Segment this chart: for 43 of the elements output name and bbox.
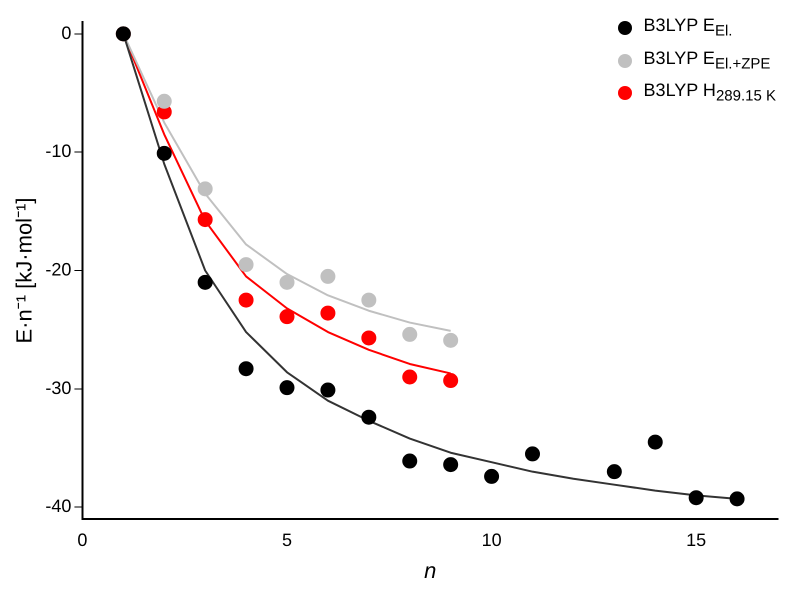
point	[198, 212, 213, 228]
point	[688, 490, 704, 506]
point	[648, 434, 663, 450]
point	[238, 292, 254, 308]
point	[361, 410, 376, 425]
point	[280, 274, 294, 290]
y-axis-title: E·n⁻¹ [kJ·mol⁻¹]	[11, 198, 36, 344]
point	[606, 464, 622, 480]
point	[525, 446, 540, 462]
point	[238, 257, 254, 272]
y-tick-label: 0	[61, 22, 72, 43]
point	[238, 361, 254, 376]
point	[443, 457, 458, 472]
legend-label: B3LYP H$_{289.15 K}$	[644, 79, 776, 107]
point	[402, 370, 418, 384]
point	[280, 309, 294, 324]
point	[198, 274, 213, 290]
y-tick-label: -10	[45, 141, 72, 162]
point	[280, 380, 294, 396]
x-tick-label: 10	[482, 530, 502, 550]
y-tick-label: -20	[45, 259, 72, 280]
point	[156, 94, 172, 109]
x-axis-title: n	[424, 558, 436, 583]
point	[320, 382, 336, 398]
legend-label: B3LYP E$_{El.}$	[644, 14, 732, 42]
point	[156, 146, 172, 161]
point	[730, 491, 745, 506]
x-tick-label: 0	[77, 530, 88, 550]
legend-label: B3LYP E$_{El.+ZPE}$	[644, 46, 770, 74]
point	[361, 330, 376, 346]
point	[402, 326, 418, 342]
y-tick-label: -30	[45, 378, 72, 398]
point	[443, 332, 458, 348]
x-tick-label: 15	[686, 530, 706, 550]
point	[484, 468, 500, 484]
point	[361, 292, 376, 308]
point	[320, 268, 336, 284]
y-tick-label: -40	[45, 496, 72, 516]
point	[320, 306, 336, 321]
point	[402, 454, 418, 469]
point	[443, 373, 458, 388]
point	[198, 181, 213, 196]
x-tick-label: 5	[282, 530, 292, 550]
